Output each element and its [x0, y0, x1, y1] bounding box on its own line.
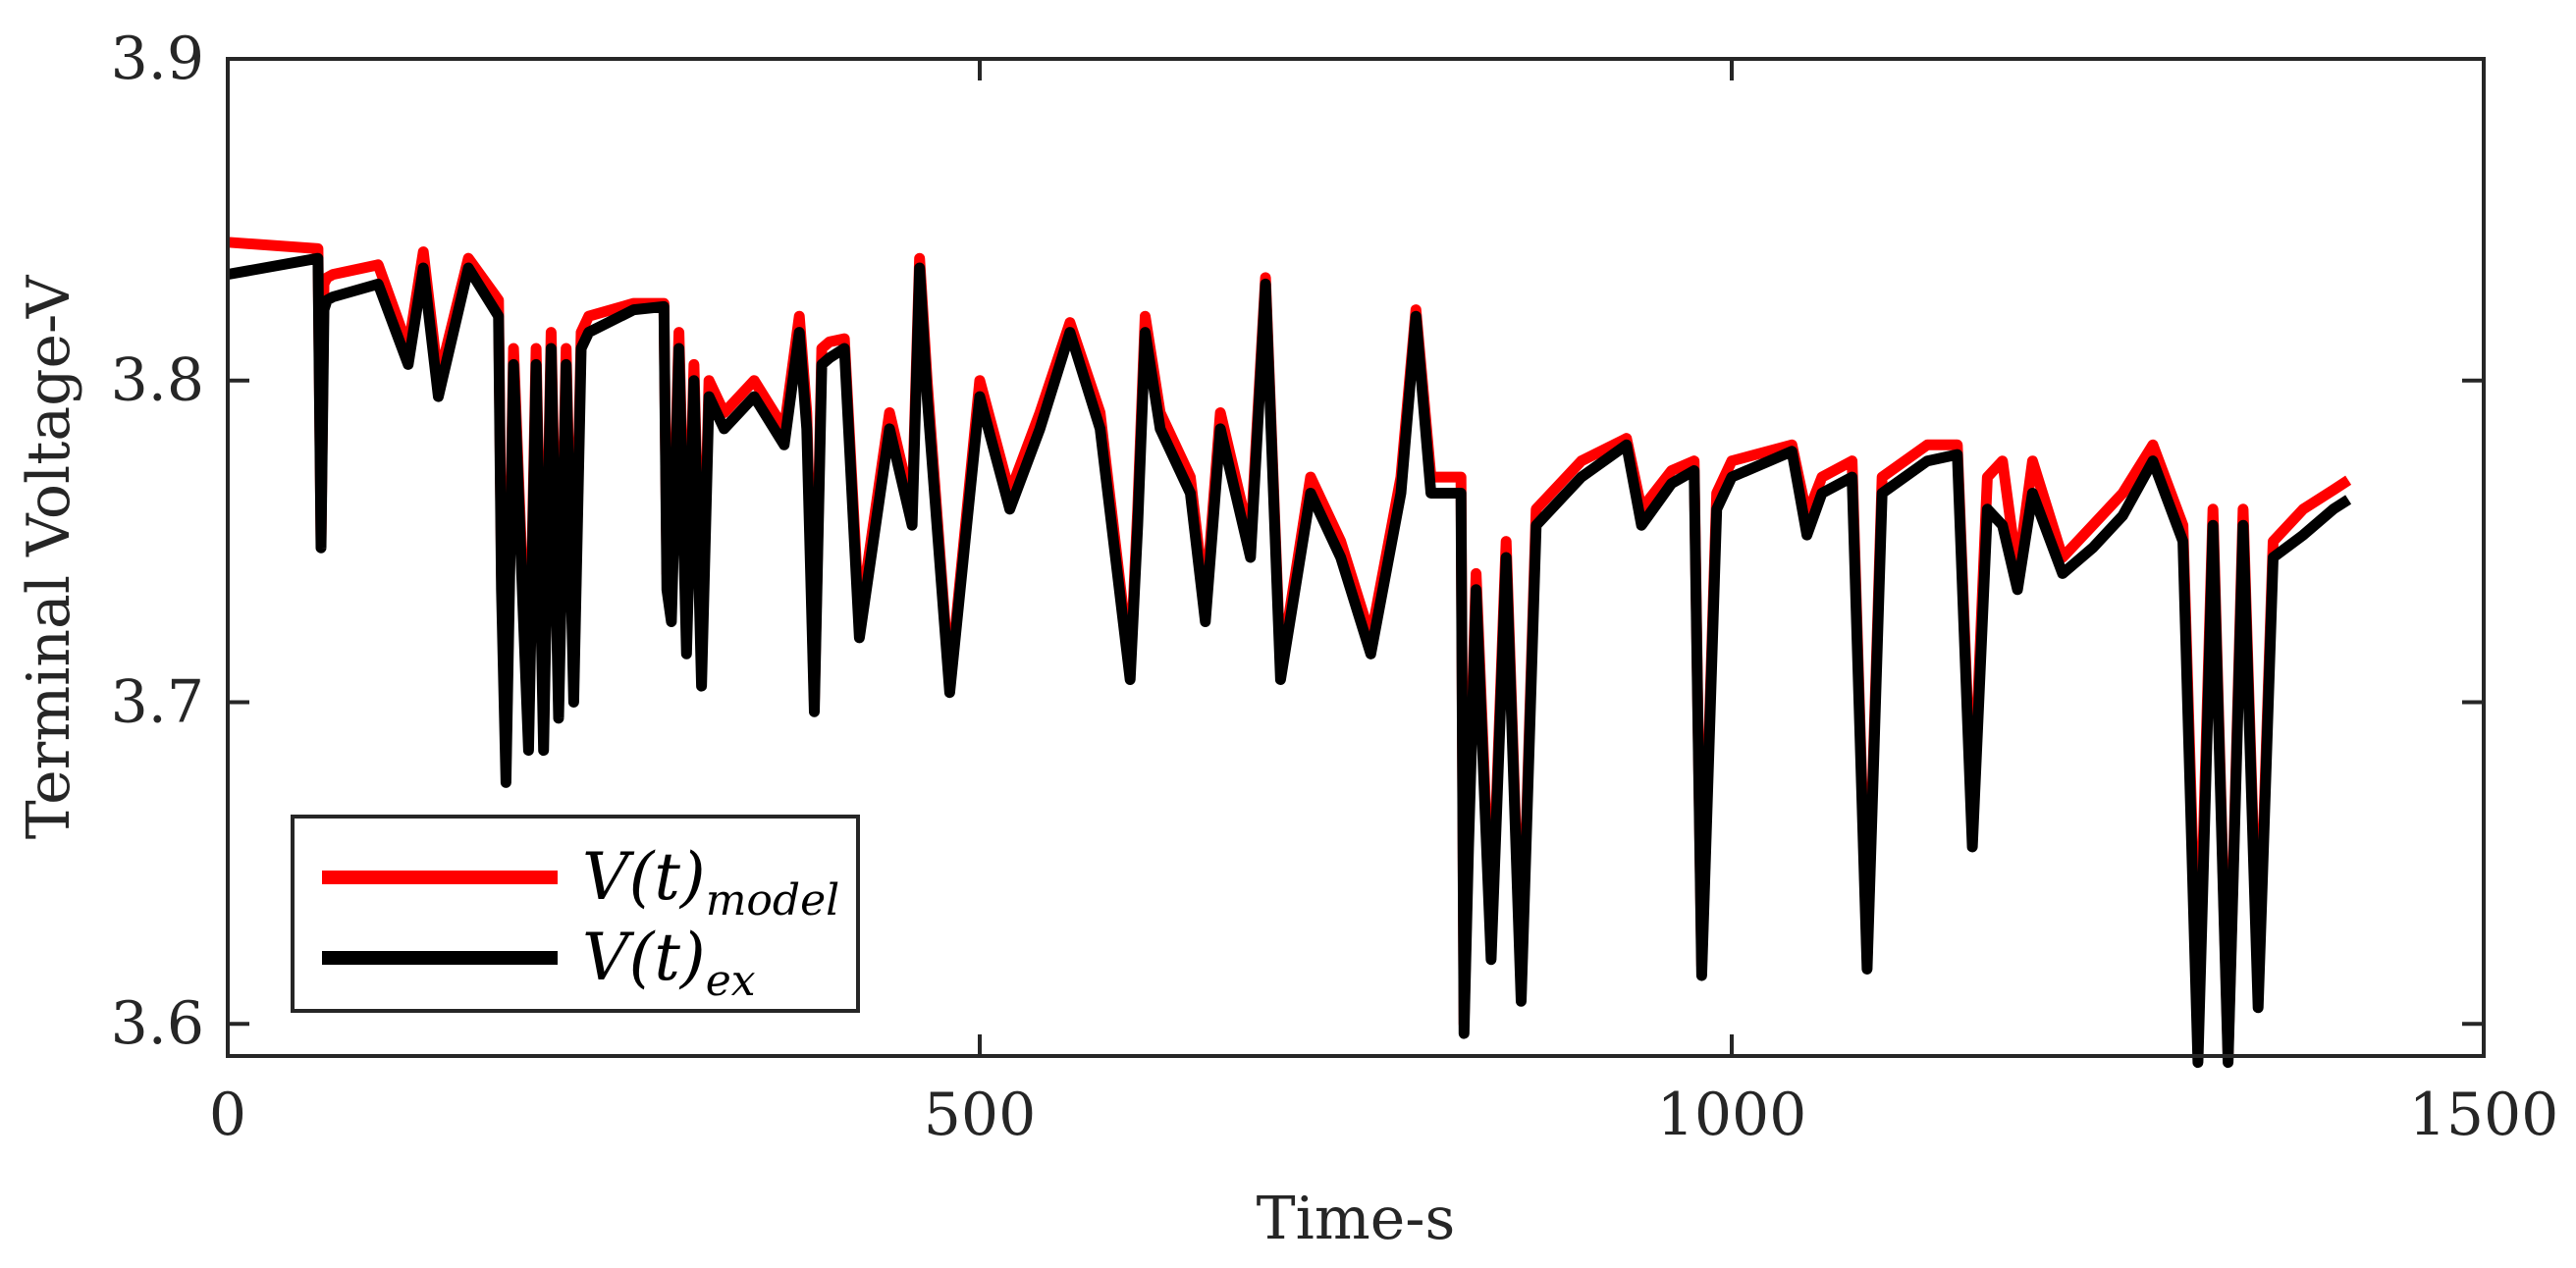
x-tick-label: 1500	[2409, 1081, 2559, 1149]
y-tick-label: 3.7	[111, 667, 204, 736]
y-tick-label: 3.6	[111, 989, 204, 1058]
y-axis-label: Terminal Voltage-V	[15, 274, 83, 839]
x-tick-label: 1000	[1657, 1081, 1807, 1149]
legend-box	[291, 815, 860, 1013]
axis-ticks: 0 500 1000 1500 3.6 3.7 3.8 3.9	[111, 25, 2559, 1149]
legend-label-subscript: ex	[706, 956, 756, 1006]
legend-label-main: V(t)	[582, 839, 706, 915]
plot-lines	[227, 237, 2352, 1069]
axes-box	[226, 57, 2486, 1058]
y-tick-label: 3.8	[111, 346, 204, 415]
series-line-ex	[227, 252, 2352, 1069]
y-tick-label: 3.9	[111, 25, 204, 93]
legend-label-subscript: model	[706, 875, 840, 925]
x-tick-label: 500	[924, 1081, 1037, 1149]
legend-label-main: V(t)	[582, 920, 706, 995]
x-axis-label: Time-s	[1257, 1185, 1456, 1253]
x-tick-label: 0	[209, 1081, 246, 1149]
legend-label: V(t)model	[582, 839, 839, 925]
legend-label: V(t)ex	[582, 920, 756, 1006]
